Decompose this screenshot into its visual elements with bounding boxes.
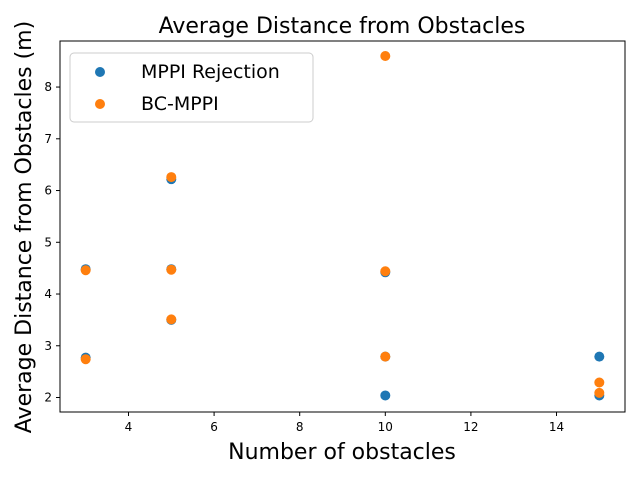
data-point-bc-mppi [594, 387, 605, 398]
y-tick-label: 7 [44, 132, 52, 146]
x-tick-label: 4 [125, 420, 133, 434]
data-point-bc-mppi [380, 266, 391, 277]
x-tick-label: 14 [549, 420, 564, 434]
data-point-bc-mppi [380, 51, 391, 62]
y-tick-label: 4 [44, 287, 52, 301]
legend: MPPI Rejection BC-MPPI [69, 52, 314, 123]
legend-label-mppi-rejection: MPPI Rejection [141, 61, 280, 83]
legend-label-bc-mppi: BC-MPPI [141, 93, 219, 115]
data-point-mppi-rejection [380, 390, 391, 401]
plot-frame [59, 40, 626, 413]
tick-layer: 4 6 8 10 12 14 2 3 4 5 6 7 8 [44, 80, 564, 434]
x-axis-label: Number of obstacles [228, 440, 456, 465]
y-tick-label: 3 [44, 339, 52, 353]
data-point-bc-mppi [166, 264, 177, 275]
data-point-bc-mppi [380, 351, 391, 362]
y-tick-label: 8 [44, 80, 52, 94]
data-point-bc-mppi [80, 265, 91, 276]
y-tick-label: 2 [44, 391, 52, 405]
data-point-bc-mppi [80, 354, 91, 365]
y-tick-label: 6 [44, 184, 52, 198]
y-tick-label: 5 [44, 235, 52, 249]
data-point-bc-mppi [166, 314, 177, 325]
y-axis-label: Average Distance from Obstacles (m) [12, 21, 37, 433]
x-tick-label: 10 [378, 420, 393, 434]
data-point-bc-mppi [594, 377, 605, 388]
chart-title: Average Distance from Obstacles [159, 14, 526, 39]
x-tick-label: 6 [210, 420, 218, 434]
legend-marker-bc-mppi [95, 99, 105, 109]
data-point-bc-mppi [166, 172, 177, 183]
data-points [80, 51, 605, 401]
x-tick-label: 12 [463, 420, 478, 434]
legend-marker-mppi-rejection [95, 67, 105, 77]
x-tick-label: 8 [296, 420, 304, 434]
data-point-mppi-rejection [594, 351, 605, 362]
legend-box [69, 52, 314, 123]
